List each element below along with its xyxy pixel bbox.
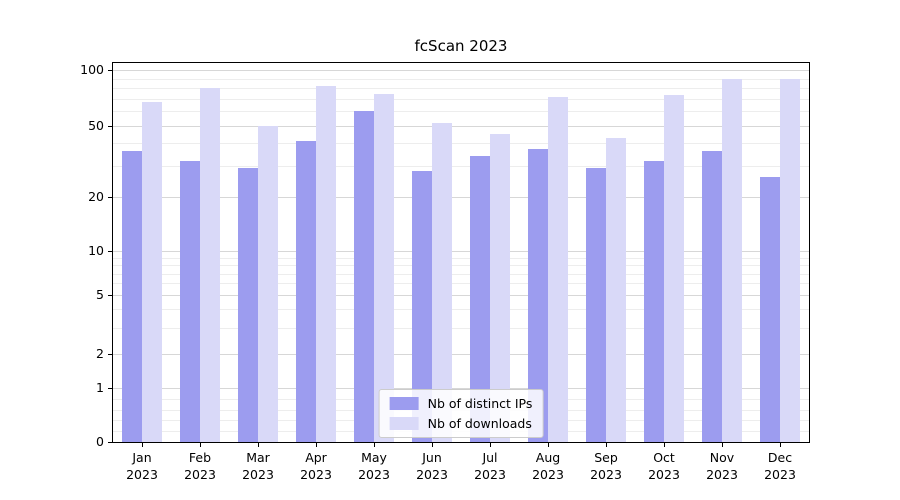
- minor-gridline: [113, 111, 809, 113]
- y-tick-label-2: 2: [96, 346, 104, 361]
- bar-downloads-apr: [316, 86, 336, 442]
- x-tick-label-oct: Oct 2023: [648, 450, 680, 482]
- bar-downloads-may: [374, 94, 394, 442]
- bar-distinct-ips-apr: [296, 141, 316, 442]
- y-tick-mark: [108, 125, 112, 127]
- bar-downloads-aug: [548, 96, 568, 442]
- x-tick-mark: [721, 443, 723, 447]
- bar-distinct-ips-jan: [122, 151, 142, 442]
- bar-downloads-oct: [664, 95, 684, 442]
- x-tick-label-feb: Feb 2023: [184, 450, 216, 482]
- minor-gridline: [113, 283, 809, 285]
- legend-label-distinct-ips: Nb of distinct IPs: [427, 396, 533, 411]
- major-gridline: [113, 70, 809, 71]
- x-tick-mark: [779, 443, 781, 447]
- y-tick-mark: [108, 69, 112, 71]
- bar-distinct-ips-jul: [470, 155, 490, 442]
- y-tick-label-1: 1: [96, 380, 104, 395]
- bar-downloads-jun: [432, 122, 452, 442]
- x-tick-label-sep: Sep 2023: [590, 450, 622, 482]
- x-tick-mark: [257, 443, 259, 447]
- x-tick-label-aug: Aug 2023: [532, 450, 564, 482]
- x-tick-mark: [431, 443, 433, 447]
- x-tick-label-jul: Jul 2023: [474, 450, 506, 482]
- bar-downloads-sep: [606, 137, 626, 442]
- y-tick-mark: [108, 353, 112, 355]
- y-tick-label-0: 0: [96, 434, 104, 449]
- minor-gridline: [113, 257, 809, 259]
- x-tick-label-jun: Jun 2023: [416, 450, 448, 482]
- bar-distinct-ips-feb: [180, 160, 200, 442]
- bar-distinct-ips-nov: [702, 151, 722, 442]
- minor-gridline: [113, 88, 809, 90]
- x-tick-label-jan: Jan 2023: [126, 450, 158, 482]
- plot-area: Nb of distinct IPs Nb of downloads: [112, 62, 810, 443]
- bar-downloads-nov: [722, 78, 742, 442]
- minor-gridline: [113, 98, 809, 100]
- y-tick-label-20: 20: [88, 189, 104, 204]
- legend-item-distinct-ips: Nb of distinct IPs: [389, 396, 533, 411]
- y-tick-mark: [108, 250, 112, 252]
- bar-distinct-ips-oct: [644, 160, 664, 442]
- legend: Nb of distinct IPs Nb of downloads: [378, 389, 544, 438]
- minor-gridline: [113, 309, 809, 311]
- x-tick-label-dec: Dec 2023: [764, 450, 796, 482]
- minor-gridline: [113, 165, 809, 167]
- y-tick-mark: [108, 196, 112, 198]
- y-tick-mark: [108, 294, 112, 296]
- legend-label-downloads: Nb of downloads: [427, 416, 532, 431]
- chart-title: fcScan 2023: [414, 37, 508, 55]
- legend-swatch-downloads: [389, 417, 419, 430]
- bar-distinct-ips-sep: [586, 168, 606, 442]
- x-tick-mark: [489, 443, 491, 447]
- x-tick-mark: [315, 443, 317, 447]
- y-tick-label-10: 10: [88, 243, 104, 258]
- bar-downloads-mar: [258, 126, 278, 442]
- major-gridline: [113, 295, 809, 296]
- x-tick-mark: [141, 443, 143, 447]
- x-tick-label-apr: Apr 2023: [300, 450, 332, 482]
- x-tick-label-nov: Nov 2023: [706, 450, 738, 482]
- minor-gridline: [113, 143, 809, 145]
- x-tick-label-may: May 2023: [358, 450, 390, 482]
- minor-gridline: [113, 327, 809, 329]
- legend-item-downloads: Nb of downloads: [389, 416, 533, 431]
- minor-gridline: [113, 265, 809, 267]
- x-tick-label-mar: Mar 2023: [242, 450, 274, 482]
- bar-downloads-jan: [142, 102, 162, 442]
- bar-downloads-feb: [200, 88, 220, 442]
- major-gridline: [113, 388, 809, 389]
- y-tick-mark: [108, 387, 112, 389]
- minor-gridline: [113, 78, 809, 80]
- y-tick-label-50: 50: [88, 118, 104, 133]
- bar-distinct-ips-dec: [760, 176, 780, 442]
- minor-gridline: [113, 273, 809, 275]
- x-tick-mark: [547, 443, 549, 447]
- bar-downloads-jul: [490, 134, 510, 442]
- bar-distinct-ips-aug: [528, 149, 548, 442]
- legend-swatch-distinct-ips: [389, 397, 419, 410]
- major-gridline: [113, 197, 809, 198]
- major-gridline: [113, 354, 809, 355]
- y-tick-label-5: 5: [96, 287, 104, 302]
- bar-distinct-ips-jun: [412, 170, 432, 442]
- x-tick-mark: [663, 443, 665, 447]
- y-tick-label-100: 100: [80, 62, 104, 77]
- x-tick-mark: [373, 443, 375, 447]
- x-tick-mark: [605, 443, 607, 447]
- bar-distinct-ips-mar: [238, 168, 258, 442]
- major-gridline: [113, 251, 809, 252]
- bar-downloads-dec: [780, 78, 800, 442]
- bar-distinct-ips-may: [354, 111, 374, 442]
- major-gridline: [113, 126, 809, 127]
- y-tick-mark: [108, 441, 112, 443]
- x-tick-mark: [199, 443, 201, 447]
